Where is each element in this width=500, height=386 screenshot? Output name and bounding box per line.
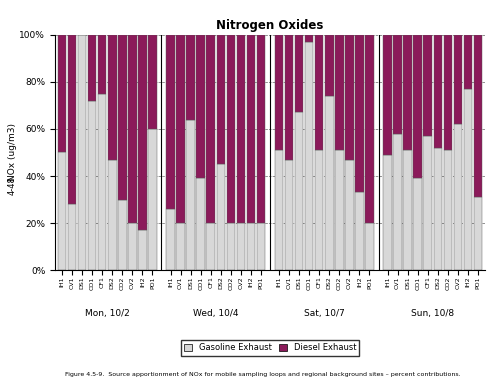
Bar <box>206 35 215 223</box>
Bar <box>464 35 472 89</box>
Title: Nitrogen Oxides: Nitrogen Oxides <box>216 19 324 32</box>
Text: Sat, 10/7: Sat, 10/7 <box>304 309 344 318</box>
Bar <box>325 35 334 96</box>
Bar <box>365 223 374 270</box>
Bar <box>78 35 86 270</box>
Bar <box>384 155 392 270</box>
Bar <box>285 159 294 270</box>
Bar <box>394 35 402 134</box>
Bar <box>454 124 462 270</box>
Bar <box>335 35 344 150</box>
Bar <box>186 35 195 120</box>
Bar <box>474 35 482 197</box>
Bar <box>98 35 106 94</box>
Bar <box>246 223 255 270</box>
Bar <box>118 200 126 270</box>
Bar <box>414 178 422 270</box>
Bar <box>444 150 452 270</box>
Bar <box>325 96 334 270</box>
Bar <box>128 223 136 270</box>
Bar <box>414 35 422 178</box>
Bar <box>88 35 96 101</box>
Bar <box>474 197 482 270</box>
Bar <box>226 223 235 270</box>
Bar <box>434 148 442 270</box>
Bar <box>68 204 76 270</box>
Bar <box>236 35 245 223</box>
Text: Sun, 10/8: Sun, 10/8 <box>411 309 455 318</box>
Bar <box>148 129 156 270</box>
Bar <box>236 223 245 270</box>
Bar <box>226 35 235 223</box>
Bar <box>275 150 283 270</box>
Bar <box>196 178 205 270</box>
Bar <box>295 35 304 112</box>
Bar <box>138 230 146 270</box>
Bar <box>68 35 76 204</box>
Bar <box>176 223 185 270</box>
Bar <box>404 35 412 150</box>
Bar <box>394 134 402 270</box>
Bar <box>315 150 324 270</box>
Legend: Gasoline Exhaust, Diesel Exhaust: Gasoline Exhaust, Diesel Exhaust <box>180 340 360 356</box>
Bar <box>186 120 195 270</box>
Bar <box>434 35 442 148</box>
Text: Mon, 10/2: Mon, 10/2 <box>85 309 130 318</box>
Bar <box>98 94 106 270</box>
Bar <box>58 35 66 152</box>
Bar <box>148 35 156 129</box>
Bar <box>256 35 265 223</box>
Bar <box>88 101 96 270</box>
Bar <box>355 35 364 193</box>
Bar <box>196 35 205 178</box>
Text: Figure 4.5-9.  Source apportionment of NOx for mobile sampling loops and regiona: Figure 4.5-9. Source apportionment of NO… <box>65 372 460 378</box>
Bar <box>404 150 412 270</box>
Bar <box>444 35 452 150</box>
Bar <box>256 223 265 270</box>
Bar <box>108 35 116 159</box>
Bar <box>345 159 354 270</box>
Bar <box>128 35 136 223</box>
Bar <box>206 223 215 270</box>
Bar <box>176 35 185 223</box>
Bar <box>58 152 66 270</box>
Bar <box>295 112 304 270</box>
Bar <box>384 35 392 155</box>
Bar <box>166 35 175 209</box>
Bar <box>118 35 126 200</box>
Bar <box>335 150 344 270</box>
Y-axis label: NOx (ug/m3): NOx (ug/m3) <box>8 124 16 181</box>
Bar <box>365 35 374 223</box>
Bar <box>424 35 432 136</box>
Text: Wed, 10/4: Wed, 10/4 <box>193 309 238 318</box>
Bar <box>275 35 283 150</box>
Bar <box>246 35 255 223</box>
Bar <box>305 42 314 270</box>
Bar <box>138 35 146 230</box>
Bar <box>454 35 462 124</box>
Bar <box>166 209 175 270</box>
Bar <box>108 159 116 270</box>
Bar <box>345 35 354 159</box>
Bar <box>355 193 364 270</box>
Text: 4-48: 4-48 <box>8 176 16 195</box>
Bar <box>464 89 472 270</box>
Bar <box>305 35 314 42</box>
Bar <box>315 35 324 150</box>
Bar <box>424 136 432 270</box>
Bar <box>216 164 225 270</box>
Bar <box>285 35 294 159</box>
Bar <box>216 35 225 164</box>
